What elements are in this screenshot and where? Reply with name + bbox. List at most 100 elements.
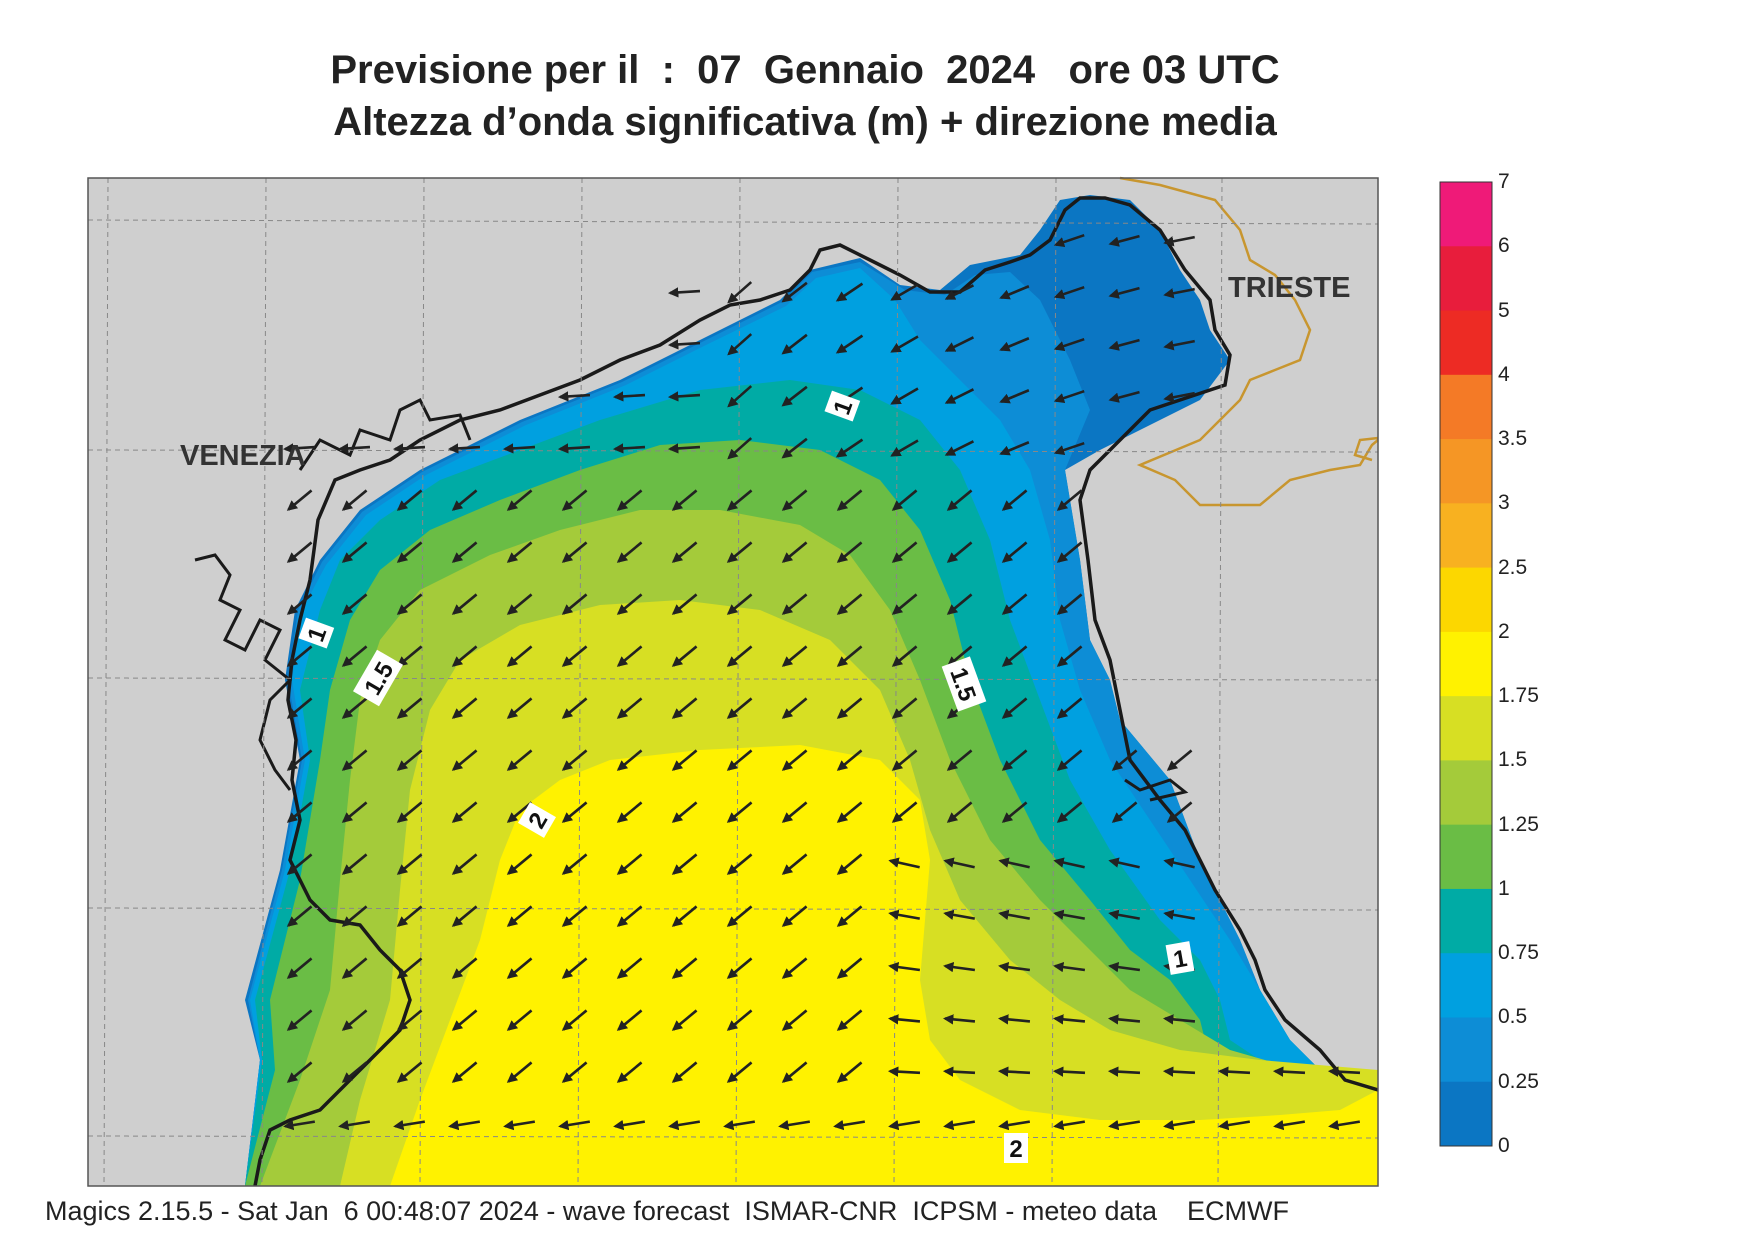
wave-direction-arrow	[727, 333, 753, 356]
wave-direction-arrow	[890, 439, 919, 457]
wave-direction-arrow	[506, 1061, 533, 1083]
wave-direction-arrow	[396, 593, 423, 615]
wave-direction-arrow	[561, 749, 588, 771]
wave-direction-arrow	[836, 853, 863, 875]
wave-direction-arrow	[286, 905, 313, 927]
wave-direction-arrow	[1052, 1066, 1086, 1077]
wave-direction-arrow	[286, 853, 313, 875]
wave-direction-arrow	[341, 1061, 368, 1083]
wave-direction-arrow	[451, 905, 478, 927]
wave-direction-arrow	[1053, 909, 1085, 920]
wave-direction-arrow	[1052, 1014, 1086, 1025]
wave-direction-arrow	[781, 281, 808, 303]
wave-direction-arrow	[781, 749, 808, 771]
wave-direction-arrow	[887, 1014, 921, 1025]
wave-direction-arrow	[836, 905, 863, 927]
wave-direction-arrow	[616, 1009, 643, 1031]
color-scale-box	[1440, 246, 1492, 312]
wave-direction-arrow	[891, 593, 918, 615]
wave-direction-arrow	[396, 1009, 423, 1031]
wave-direction-arrow	[451, 1009, 478, 1031]
contour-label-1c: 1	[1171, 945, 1189, 974]
wave-direction-arrow	[1217, 1066, 1251, 1077]
wave-direction-arrow	[557, 443, 591, 454]
wave-direction-arrow	[1163, 339, 1195, 351]
wave-direction-arrow	[1056, 749, 1083, 771]
wave-direction-arrow	[1001, 541, 1028, 563]
wave-direction-arrow	[616, 749, 643, 771]
wave-direction-arrow	[943, 857, 975, 869]
wave-direction-arrow	[836, 957, 863, 979]
wave-direction-arrow	[999, 285, 1030, 300]
wave-direction-arrow	[1163, 287, 1195, 299]
color-scale-label: 5	[1498, 298, 1510, 322]
map-frame	[87, 177, 1379, 1187]
wave-direction-arrow	[338, 1119, 371, 1131]
wave-direction-arrow	[671, 697, 698, 719]
wave-direction-arrow	[396, 697, 423, 719]
wave-direction-arrow	[891, 489, 918, 511]
color-scale-box	[1440, 1081, 1492, 1147]
wave-direction-arrow	[451, 801, 478, 823]
wave-direction-arrow	[944, 284, 975, 300]
wave-direction-arrow	[726, 905, 753, 927]
wave-direction-arrow	[506, 541, 533, 563]
color-scale-box	[1440, 824, 1492, 890]
place-label-venezia: VENEZIA	[180, 440, 306, 472]
wave-direction-arrow	[726, 853, 753, 875]
wave-direction-arrow	[451, 957, 478, 979]
wave-direction-arrow	[943, 909, 975, 920]
wave-direction-arrow	[1001, 645, 1028, 667]
wave-direction-arrow	[506, 749, 533, 771]
wave-direction-arrow	[781, 437, 808, 459]
wave-direction-arrow	[396, 801, 423, 823]
wave-direction-arrow	[998, 1119, 1031, 1131]
wave-direction-arrow	[997, 1066, 1031, 1077]
wave-direction-arrow	[396, 645, 423, 667]
wave-direction-arrow	[1162, 1014, 1196, 1025]
wave-direction-arrow	[1053, 337, 1085, 352]
wave-direction-arrow	[451, 749, 478, 771]
wave-direction-arrow	[890, 387, 919, 405]
wave-direction-arrow	[726, 1061, 753, 1083]
wave-direction-arrow	[726, 957, 753, 979]
wave-direction-arrows	[282, 233, 1361, 1131]
wave-direction-arrow	[286, 1061, 313, 1083]
wave-direction-arrow	[1001, 749, 1028, 771]
wave-direction-arrow	[1108, 857, 1140, 869]
wave-direction-arrow	[999, 441, 1030, 456]
coastline-lagoon-2	[298, 397, 472, 471]
color-scale-label: 1	[1498, 876, 1510, 900]
wave-direction-arrow	[451, 697, 478, 719]
wave-direction-arrow	[506, 1009, 533, 1031]
wave-direction-arrow	[396, 489, 423, 511]
wave-direction-arrow	[341, 853, 368, 875]
wave-direction-arrow	[616, 853, 643, 875]
wave-direction-arrow	[558, 1119, 591, 1131]
wave-direction-arrow	[836, 697, 863, 719]
wave-direction-arrow	[1163, 1119, 1196, 1131]
place-label-trieste: TRIESTE	[1228, 272, 1351, 304]
wave-direction-arrow	[341, 957, 368, 979]
footer-credits: Magics 2.15.5 - Sat Jan 6 00:48:07 2024 …	[45, 1196, 1289, 1226]
wave-direction-arrow	[836, 1061, 863, 1083]
wave-direction-arrow	[891, 697, 918, 719]
wave-direction-arrow	[997, 1014, 1031, 1025]
color-scale-label: 2	[1498, 619, 1510, 643]
wave-direction-arrow	[1053, 389, 1085, 404]
wave-direction-arrow	[451, 853, 478, 875]
wave-direction-arrow	[781, 801, 808, 823]
wave-direction-arrow	[890, 335, 919, 353]
wave-direction-arrow	[341, 749, 368, 771]
wave-direction-arrow	[561, 593, 588, 615]
wave-direction-arrow	[998, 857, 1030, 869]
wave-direction-arrow	[726, 541, 753, 563]
wave-direction-arrow	[1056, 489, 1083, 511]
wave-direction-arrow	[506, 801, 533, 823]
wave-direction-arrow	[781, 385, 808, 407]
wave-direction-arrow	[283, 1119, 316, 1131]
wave-direction-arrow	[835, 334, 864, 354]
wave-direction-arrow	[1108, 338, 1140, 351]
sea-band-2	[390, 745, 1378, 1186]
